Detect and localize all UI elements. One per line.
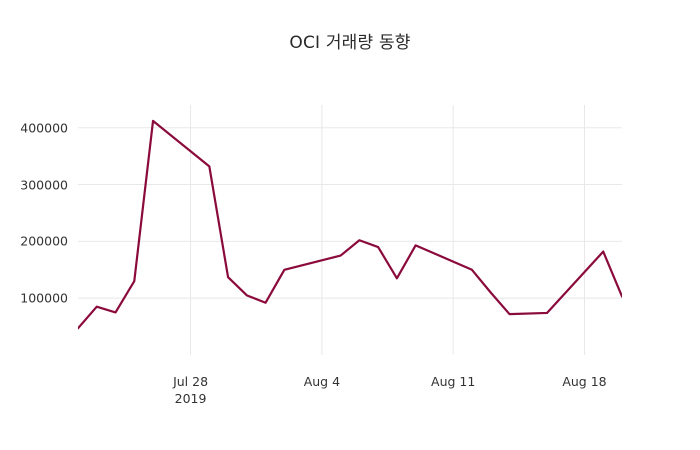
grid-lines: [78, 105, 622, 355]
x-axis-tick-date: Aug 18: [562, 374, 607, 389]
x-axis-tick-label: Jul 28 2019: [173, 373, 208, 407]
series-polyline: [78, 119, 622, 330]
x-axis-tick-year: 2019: [174, 391, 207, 406]
y-axis-tick-label: 200000: [20, 233, 68, 249]
data-line-series: [78, 119, 622, 330]
x-axis-tick-label: Aug 18: [562, 373, 606, 390]
y-axis-tick-label: 100000: [20, 290, 68, 306]
chart-title: OCI 거래량 동향: [289, 33, 411, 53]
x-axis-tick-date: Jul 28: [173, 374, 209, 389]
x-axis-tick-date: Aug 4: [303, 374, 341, 389]
y-axis-tick-label: 400000: [20, 120, 68, 136]
plot-area: [78, 105, 622, 355]
x-axis-tick-label: Aug 11: [431, 373, 475, 390]
y-axis-tick-label: 300000: [20, 177, 68, 193]
x-axis-tick-date: Aug 11: [431, 374, 476, 389]
x-axis-tick-label: Aug 4: [304, 373, 340, 390]
